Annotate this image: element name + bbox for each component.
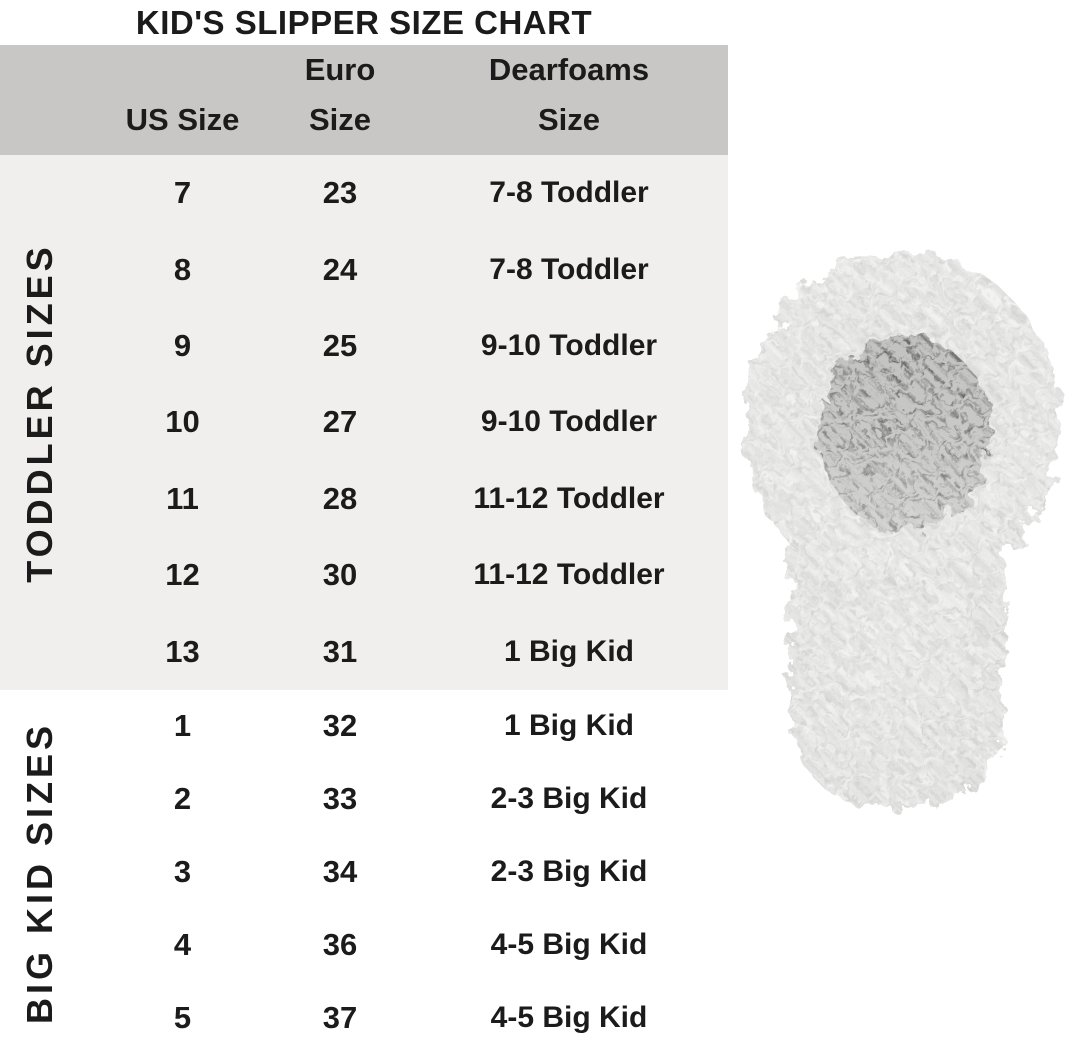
bigkid-section: 1 32 1 Big Kid 2 33 2-3 Big Kid 3 34 2-3 Big K… [0, 690, 728, 1054]
dearfoams-size-value: 7-8 Toddler [489, 176, 649, 210]
table-row: 13 31 1 Big Kid [0, 614, 728, 690]
euro-size-value: 32 [322, 708, 358, 744]
dearfoams-size-value: 4-5 Big Kid [490, 927, 648, 961]
toddler-sizes-label: TODDLER SIZES [19, 243, 60, 583]
col-header-us-size: US Size [95, 95, 270, 155]
dearfoams-header-line1: Dearfoams [488, 52, 650, 87]
us-size-value: 9 [173, 328, 192, 364]
us-size-value: 3 [173, 853, 192, 889]
euro-size-value: 24 [322, 251, 358, 287]
euro-size-value: 34 [322, 853, 358, 889]
table-row: 11 28 11-12 Toddler [0, 461, 728, 537]
euro-size-value: 36 [322, 926, 358, 962]
table-row: 12 30 11-12 Toddler [0, 537, 728, 613]
dearfoams-size-value: 9-10 Toddler [480, 329, 658, 363]
size-table: US Size Euro Size Dearfoams Size 7 23 7-8 To… [0, 45, 728, 1054]
us-size-value: 11 [166, 480, 199, 516]
dearfoams-size-value: 7-8 Toddler [489, 252, 649, 286]
us-size-value: 2 [173, 781, 192, 817]
dearfoams-size-value: 1 Big Kid [503, 709, 634, 743]
euro-size-value: 30 [322, 557, 358, 593]
col-header-dearfoams-size: Dearfoams Size [410, 45, 728, 155]
fur-shadow-texture [744, 251, 1060, 810]
table-row: 10 27 9-10 Toddler [0, 384, 728, 460]
table-row: 1 32 1 Big Kid [0, 690, 728, 763]
us-size-value: 12 [165, 557, 200, 593]
dearfoams-size-value: 11-12 Toddler [473, 558, 665, 592]
table-row: 5 37 4-5 Big Kid [0, 981, 728, 1054]
col-header-euro-size: Euro Size [270, 45, 410, 155]
us-size-value: 1 [173, 708, 192, 744]
euro-size-value: 28 [322, 480, 358, 516]
us-size-value: 5 [173, 999, 192, 1035]
euro-size-value: 37 [322, 999, 358, 1035]
us-size-value: 7 [173, 175, 192, 211]
euro-size-value: 33 [322, 781, 358, 817]
us-size-value: 13 [165, 633, 200, 669]
dearfoams-size-value: 1 Big Kid [503, 634, 634, 668]
toddler-section: 7 23 7-8 Toddler 8 24 7-8 Toddler 9 25 9-10 To… [0, 155, 728, 690]
table-row: 2 33 2-3 Big Kid [0, 763, 728, 836]
table-row: 3 34 2-3 Big Kid [0, 836, 728, 909]
page-title: KID'S SLIPPER SIZE CHART [135, 3, 593, 41]
euro-size-value: 23 [322, 175, 358, 211]
euro-size-value: 25 [322, 328, 358, 364]
dearfoams-size-value: 11-12 Toddler [473, 481, 665, 515]
dearfoams-size-value: 2-3 Big Kid [490, 854, 648, 888]
us-size-header-text: US Size [125, 102, 240, 138]
euro-size-value: 31 [322, 633, 358, 669]
dearfoams-size-value: 2-3 Big Kid [490, 782, 648, 816]
dearfoams-size-value: 9-10 Toddler [480, 405, 658, 439]
euro-header-line2: Size [308, 102, 372, 138]
table-row: 8 24 7-8 Toddler [0, 231, 728, 307]
euro-header-line1: Euro [304, 52, 376, 87]
table-row: 4 36 4-5 Big Kid [0, 908, 728, 981]
dearfoams-size-value: 4-5 Big Kid [490, 1000, 648, 1034]
big-kid-sizes-label: BIG KID SIZES [19, 721, 60, 1025]
euro-size-value: 27 [322, 404, 358, 440]
slipper-photo [744, 251, 1060, 810]
table-row: 7 23 7-8 Toddler [0, 155, 728, 231]
row-label-spacer [0, 145, 95, 155]
us-size-value: 10 [165, 404, 200, 440]
us-size-value: 4 [173, 926, 192, 962]
table-header-row: US Size Euro Size Dearfoams Size [0, 45, 728, 155]
table-row: 9 25 9-10 Toddler [0, 308, 728, 384]
dearfoams-header-line2: Size [537, 102, 601, 138]
us-size-value: 8 [173, 251, 192, 287]
